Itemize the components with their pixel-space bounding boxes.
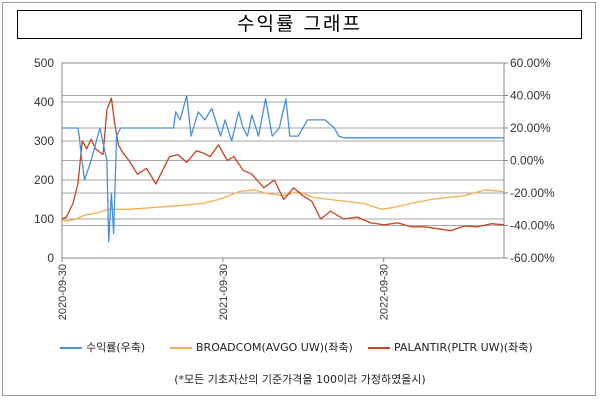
legend-swatch-palantir xyxy=(368,347,390,349)
right-y-axis: 60.00% 40.00% 20.00% 0.00% -20.00% -40.00% -60… xyxy=(504,56,555,265)
legend-item-broadcom: BROADCOM(AVGO UW)(좌축) xyxy=(170,340,353,356)
right-tick-label: 20.00% xyxy=(510,121,551,135)
grid-lines xyxy=(62,95,504,226)
right-tick-label: 60.00% xyxy=(510,56,551,70)
x-tick-label: 2022-09-30 xyxy=(379,264,391,320)
legend-item-return: 수익률(우축) xyxy=(60,340,145,356)
series-line-return xyxy=(62,94,504,243)
left-tick-label: 100 xyxy=(34,212,54,226)
series-line-palantir xyxy=(61,97,505,232)
series-lines xyxy=(61,94,505,243)
chart-frame xyxy=(2,2,596,396)
legend-swatch-return xyxy=(60,347,82,349)
right-tick-label: -60.00% xyxy=(510,251,555,265)
legend-label-broadcom: BROADCOM(AVGO UW)(좌축) xyxy=(196,341,353,354)
left-tick-label: 200 xyxy=(34,173,54,187)
series-line-broadcom xyxy=(61,189,505,222)
right-tick-label: -40.00% xyxy=(510,219,555,233)
x-tick-label: 2020-09-30 xyxy=(57,264,69,320)
legend-label-return: 수익률(우축) xyxy=(86,341,146,354)
left-tick-label: 500 xyxy=(34,56,54,70)
legend: 수익률(우축) BROADCOM(AVGO UW)(좌축) PALANTIR(P… xyxy=(0,340,600,358)
left-tick-label: 400 xyxy=(34,95,54,109)
right-tick-label: 0.00% xyxy=(510,154,544,168)
footnote: (*모든 기초자산의 기준가격을 100이라 가정하였을시) xyxy=(174,373,426,386)
chart-title: 수익률 그래프 xyxy=(17,10,582,39)
legend-label-palantir: PALANTIR(PLTR UW)(좌축) xyxy=(394,341,533,354)
left-tick-label: 0 xyxy=(47,251,54,265)
x-axis: 2020-09-30 2021-09-30 2022-09-30 xyxy=(57,258,391,320)
left-y-axis: 0 100 200 300 400 500 xyxy=(34,56,54,265)
x-tick-label: 2021-09-30 xyxy=(218,264,230,320)
right-tick-label: 40.00% xyxy=(510,89,551,103)
left-tick-label: 300 xyxy=(34,134,54,148)
line-chart: 0 100 200 300 400 500 60.00% 40.00% 20.00% 0.00%… xyxy=(34,56,555,320)
legend-swatch-broadcom xyxy=(170,347,192,349)
right-tick-label: -20.00% xyxy=(510,186,555,200)
legend-item-palantir: PALANTIR(PLTR UW)(좌축) xyxy=(368,340,533,356)
